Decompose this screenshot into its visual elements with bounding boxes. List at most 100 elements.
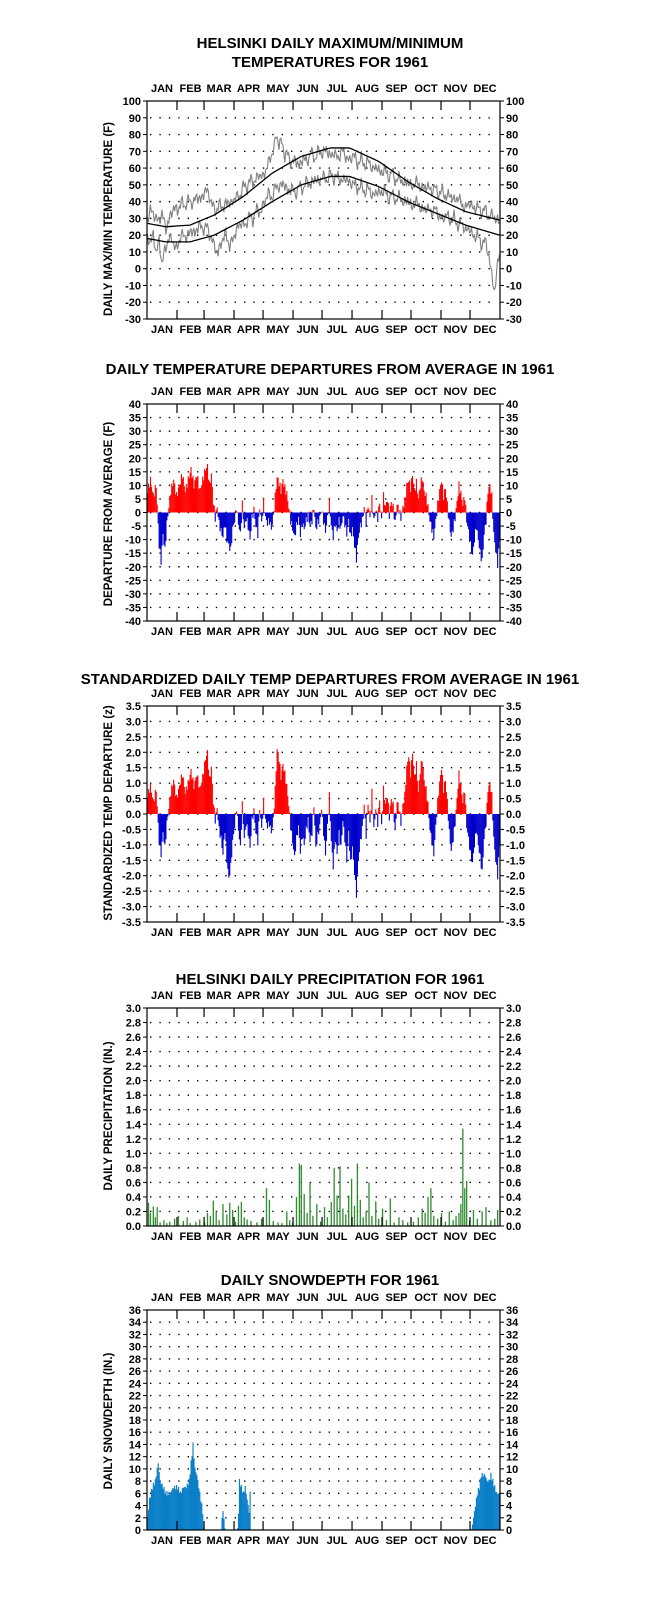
departure-bar	[471, 814, 474, 863]
month-label-top: AUG	[355, 688, 379, 700]
precip-bar	[398, 1217, 400, 1226]
departure-bar	[190, 768, 192, 814]
departure-bar	[470, 814, 473, 862]
departure-bar	[268, 512, 270, 525]
departure-bar	[288, 508, 290, 513]
departure-bar	[230, 512, 232, 547]
departure-bar	[363, 506, 365, 513]
departure-bar	[438, 501, 440, 513]
departure-bar	[457, 788, 459, 814]
departure-bar	[447, 814, 449, 821]
departure-bar	[369, 512, 371, 518]
departure-bar	[262, 512, 264, 516]
departure-bar	[310, 814, 312, 835]
snowdepth-bar	[479, 1478, 481, 1530]
departure-bar	[475, 512, 477, 530]
month-label-top: APR	[237, 688, 260, 700]
snowdepth-bar	[478, 1489, 480, 1530]
departure-bar	[380, 511, 382, 513]
departure-bar	[173, 779, 175, 814]
departure-bar	[306, 814, 308, 829]
departure-bar	[180, 774, 182, 814]
departure-bar	[397, 802, 399, 814]
departure-bar	[291, 512, 293, 522]
precip-bar	[312, 1215, 314, 1226]
departure-bar	[297, 814, 299, 826]
departure-bar	[411, 760, 413, 814]
snowdepth-bar	[248, 1512, 250, 1530]
departure-bar	[431, 814, 433, 846]
departure-bar	[333, 512, 335, 527]
departure-bar	[254, 512, 256, 520]
departure-bar	[167, 512, 169, 517]
snowdepth-bar	[483, 1473, 485, 1530]
area-group	[147, 1442, 501, 1530]
departure-bar	[339, 512, 341, 529]
snowdepth-bar	[178, 1493, 181, 1530]
departure-bar	[305, 814, 307, 827]
departure-bar	[277, 751, 279, 814]
precip-bar	[195, 1221, 197, 1226]
departure-bar	[246, 814, 248, 825]
month-label-bottom: APR	[237, 324, 260, 336]
departure-bar	[162, 512, 164, 534]
precip-bar	[226, 1214, 228, 1226]
month-label-bottom: JUN	[297, 626, 319, 638]
snowdepth-bar	[224, 1528, 226, 1530]
departure-bar	[251, 512, 253, 515]
departure-bar	[328, 791, 330, 814]
y-tick-label-right: 1.2	[506, 1134, 521, 1146]
precip-bar	[234, 1221, 237, 1226]
snowdepth-bar	[482, 1476, 484, 1530]
departure-bar	[171, 784, 173, 814]
month-label-bottom: JAN	[151, 324, 173, 336]
y-tick-label-left: 0.8	[126, 1163, 141, 1175]
departure-bar	[453, 814, 455, 828]
departure-bar	[159, 512, 161, 550]
y-tick-label-left: 0.0	[126, 1221, 141, 1233]
departure-bar	[200, 785, 202, 814]
departure-bar	[381, 814, 383, 825]
snowdepth-bar	[241, 1492, 243, 1530]
departure-bar	[341, 512, 343, 524]
departure-bar	[444, 489, 446, 513]
snowdepth-bar	[192, 1442, 194, 1530]
departure-bar	[197, 476, 199, 513]
departure-bar	[375, 809, 377, 814]
precip-bar	[433, 1215, 435, 1226]
departure-bar	[245, 512, 247, 522]
precip-bar	[265, 1188, 268, 1226]
departure-bar	[165, 814, 167, 840]
departure-bar	[154, 789, 156, 814]
precip-bar	[250, 1220, 252, 1226]
departure-bar	[485, 814, 487, 827]
departure-bar	[291, 814, 293, 831]
departure-bar	[234, 814, 236, 829]
departure-bar	[338, 814, 340, 830]
departure-bar	[433, 512, 435, 540]
precip-bar	[496, 1210, 499, 1226]
departure-bar	[309, 814, 311, 843]
departure-bar	[158, 814, 160, 845]
departure-bar	[225, 814, 227, 842]
chart-title: STANDARDIZED DAILY TEMP DEPARTURES FROM …	[81, 671, 579, 688]
y-tick-label-left: 25	[129, 440, 141, 452]
departure-bar	[383, 799, 386, 814]
y-tick-label-left: -20	[125, 297, 141, 309]
departure-bar	[194, 780, 196, 814]
precip-bar	[389, 1198, 391, 1226]
departure-bar	[400, 814, 402, 826]
chart-standardized-departures: STANDARDIZED DAILY TEMP DEPARTURES FROM …	[81, 671, 579, 939]
month-label-bottom: AUG	[355, 626, 379, 638]
month-label-bottom: NOV	[444, 1231, 469, 1243]
snowdepth-bar	[197, 1480, 199, 1530]
y-tick-label-left: 2.4	[126, 1047, 142, 1059]
y-tick-label-left: 24	[129, 1378, 142, 1390]
departure-bar	[497, 512, 499, 569]
month-label-bottom: SEP	[386, 626, 408, 638]
month-label-bottom: AUG	[355, 1535, 379, 1547]
departure-bar	[319, 512, 321, 516]
departure-bar	[191, 478, 193, 513]
snowdepth-bar	[247, 1504, 249, 1530]
snowdepth-bar	[199, 1491, 201, 1530]
